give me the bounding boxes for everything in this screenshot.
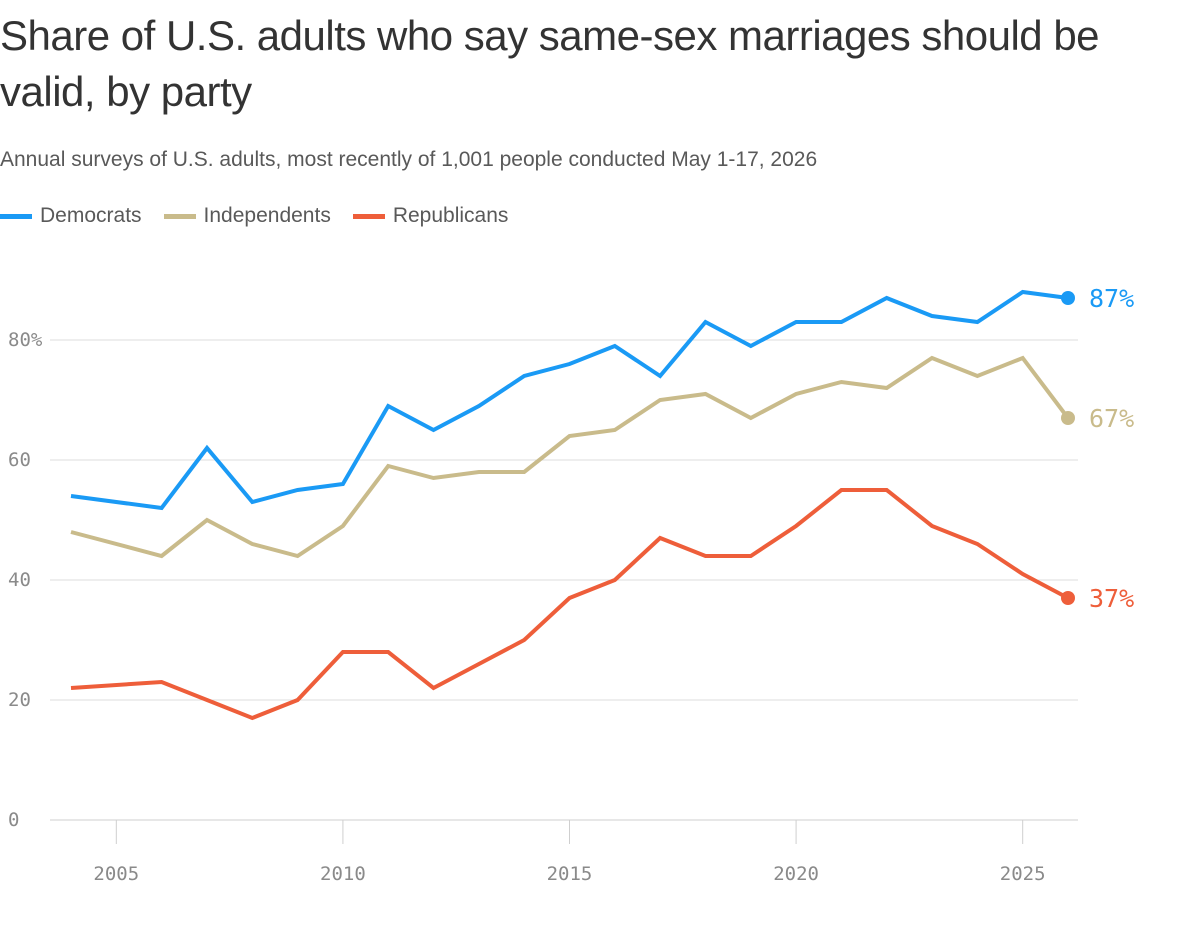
series-line-independents xyxy=(70,355,1070,559)
x-tick-label-2015: 2015 xyxy=(547,863,593,885)
legend-item-republicans: Republicans xyxy=(352,204,509,228)
x-tick-label-2025: 2025 xyxy=(1000,863,1046,885)
end-label-independents: 67% xyxy=(1089,404,1134,433)
end-marker-republicans xyxy=(1061,591,1075,605)
y-tick-label-40: 40 xyxy=(8,569,31,591)
series-lines xyxy=(70,289,1070,721)
y-tick-label-80: 80% xyxy=(8,329,43,351)
chart-subtitle: Annual surveys of U.S. adults, most rece… xyxy=(0,148,818,171)
legend-swatch-independents xyxy=(163,213,196,219)
legend-label-independents: Independents xyxy=(203,204,331,227)
series-line-republicans xyxy=(70,488,1069,721)
x-tick-label-2020: 2020 xyxy=(773,863,819,885)
y-axis-labels: 0 20 40 60 80% xyxy=(8,329,43,831)
legend-swatch-democrats xyxy=(0,213,32,219)
legend-item-independents: Independents xyxy=(163,204,331,228)
x-axis: 2005 2010 2015 2020 2025 xyxy=(93,820,1046,885)
end-markers: 87% 67% 37% xyxy=(1061,284,1134,613)
end-marker-democrats xyxy=(1061,291,1075,305)
end-label-republicans: 37% xyxy=(1089,584,1134,613)
legend-label-democrats: Democrats xyxy=(40,204,142,227)
legend-swatch-republicans xyxy=(352,213,385,219)
end-label-democrats: 87% xyxy=(1089,284,1134,313)
legend: Democrats Independents Republicans xyxy=(0,202,530,230)
chart-title: Share of U.S. adults who say same-sex ma… xyxy=(0,12,1100,115)
series-line-democrats xyxy=(70,289,1069,511)
x-tick-label-2010: 2010 xyxy=(320,863,366,885)
end-marker-independents xyxy=(1061,411,1075,425)
y-tick-label-60: 60 xyxy=(8,449,31,471)
legend-item-democrats: Democrats xyxy=(0,204,142,228)
gridlines xyxy=(50,339,1078,821)
legend-label-republicans: Republicans xyxy=(392,204,509,227)
y-tick-label-0: 0 xyxy=(8,809,19,831)
x-tick-label-2005: 2005 xyxy=(93,863,139,885)
y-tick-label-20: 20 xyxy=(8,689,31,711)
